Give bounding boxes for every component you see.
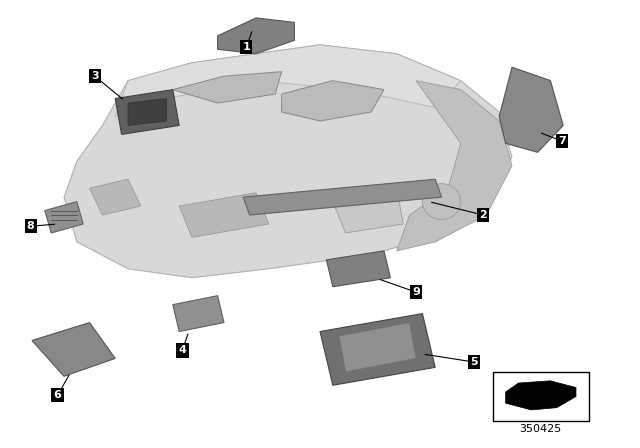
Polygon shape [333,188,403,233]
Text: 2: 2 [479,210,487,220]
Polygon shape [173,296,224,332]
Text: 4: 4 [179,345,186,355]
Polygon shape [64,45,512,278]
Polygon shape [179,193,269,237]
Polygon shape [218,18,294,54]
Polygon shape [397,81,512,251]
Polygon shape [115,90,179,134]
Polygon shape [506,381,576,410]
Bar [493,372,589,421]
Text: 3: 3 [91,71,99,81]
Text: 6: 6 [54,390,61,400]
Text: 5: 5 [470,357,477,367]
Polygon shape [282,81,384,121]
Polygon shape [499,67,563,152]
Polygon shape [45,202,83,233]
Polygon shape [243,179,442,215]
Polygon shape [32,323,115,376]
Polygon shape [173,72,282,103]
Text: 350425: 350425 [520,424,562,434]
Text: 9: 9 [412,287,420,297]
Text: 1: 1 [243,42,250,52]
Text: 7: 7 [558,136,566,146]
Polygon shape [339,323,416,372]
Text: 8: 8 [27,221,35,231]
Polygon shape [326,251,390,287]
Polygon shape [90,179,141,215]
Ellipse shape [422,184,461,220]
Polygon shape [128,99,166,125]
Polygon shape [115,45,461,116]
Polygon shape [320,314,435,385]
